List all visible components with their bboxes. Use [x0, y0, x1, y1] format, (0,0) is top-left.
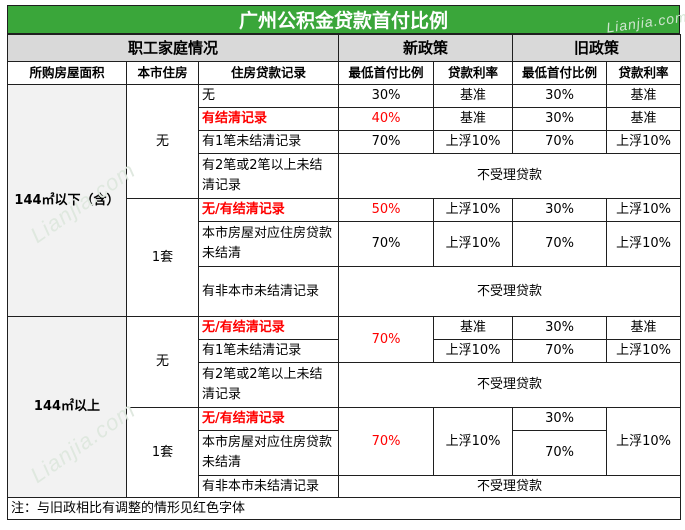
value-cell: 基准 — [606, 84, 682, 108]
record-cell: 有非本市未结清记录 — [197, 266, 340, 317]
value-cell: 70% — [338, 130, 435, 154]
value-cell: 上浮10% — [433, 407, 514, 476]
local-housing-cell: 1套 — [126, 407, 199, 498]
record-cell: 本市房屋对应住房贷款未结清 — [197, 430, 340, 476]
value-cell: 30% — [512, 84, 608, 108]
footnote: 注：与旧政相比有调整的情形见红色字体 — [6, 497, 682, 520]
header-rate-old: 贷款利率 — [606, 61, 682, 85]
value-cell: 70% — [512, 130, 608, 154]
table-row: 有结清记录 40% 基准 30% 基准 — [8, 107, 682, 131]
header-local-housing: 本市住房 — [126, 61, 199, 85]
record-cell: 有2笔或2笔以上未结清记录 — [197, 362, 340, 408]
value-cell: 30% — [512, 407, 608, 431]
result-cell: 不受理贷款 — [338, 266, 682, 317]
value-cell: 上浮10% — [433, 221, 514, 267]
record-cell: 有结清记录 — [197, 107, 340, 131]
local-housing-cell: 无 — [126, 316, 199, 408]
value-cell: 70% — [338, 407, 435, 476]
value-cell: 上浮10% — [606, 198, 682, 222]
value-cell: 上浮10% — [433, 198, 514, 222]
header-min-down-new: 最低首付比例 — [338, 61, 435, 85]
value-cell: 上浮10% — [606, 407, 682, 476]
record-cell: 无/有结清记录 — [197, 198, 340, 222]
header-row-1: 职工家庭情况 新政策 旧政策 — [6, 34, 682, 62]
down-payment-table: 职工家庭情况 新政策 旧政策 所购房屋面积 本市住房 住房贷款记录 最低首付比例… — [6, 34, 682, 520]
value-cell: 上浮10% — [606, 130, 682, 154]
record-cell: 有2笔或2笔以上未结清记录 — [197, 153, 340, 199]
value-cell: 30% — [512, 198, 608, 222]
value-cell: 基准 — [606, 316, 682, 340]
record-cell: 无 — [197, 84, 340, 108]
table-row: 有非本市未结清记录 不受理贷款 — [8, 475, 682, 498]
local-housing-cell: 无 — [126, 84, 199, 199]
value-cell: 40% — [338, 107, 435, 131]
table-row: 有非本市未结清记录 不受理贷款 — [8, 266, 682, 317]
header-row-2: 所购房屋面积 本市住房 住房贷款记录 最低首付比例 贷款利率 最低首付比例 贷款… — [7, 61, 682, 85]
header-area: 所购房屋面积 — [7, 61, 127, 85]
value-cell: 70% — [338, 316, 435, 363]
value-cell: 30% — [512, 107, 608, 131]
page-title: 广州公积金贷款首付比例 — [7, 5, 680, 34]
table-row: 有2笔或2笔以上未结清记录 不受理贷款 — [8, 362, 682, 408]
header-family: 职工家庭情况 — [6, 34, 340, 62]
value-cell: 70% — [512, 339, 608, 363]
table-row: 144㎡以下（含） 无 无 30% 基准 30% 基准 — [7, 84, 682, 317]
value-cell: 基准 — [433, 84, 514, 108]
value-cell: 基准 — [606, 107, 682, 131]
header-min-down-old: 最低首付比例 — [512, 61, 608, 85]
record-cell: 有1笔未结清记录 — [197, 339, 340, 363]
table-row: 有2笔或2笔以上未结清记录 不受理贷款 — [8, 153, 682, 199]
note-row: 注：与旧政相比有调整的情形见红色字体 — [6, 497, 682, 520]
table-row: 有1笔未结清记录 70% 上浮10% 70% 上浮10% — [8, 130, 682, 154]
value-cell: 30% — [338, 84, 435, 108]
value-cell: 50% — [338, 198, 435, 222]
value-cell: 上浮10% — [606, 339, 682, 363]
result-cell: 不受理贷款 — [338, 153, 682, 199]
result-cell: 不受理贷款 — [338, 362, 682, 408]
local-housing-cell: 1套 — [126, 198, 199, 317]
record-cell: 有1笔未结清记录 — [197, 130, 340, 154]
value-cell: 70% — [512, 430, 608, 476]
header-new-policy: 新政策 — [338, 34, 514, 62]
value-cell: 基准 — [433, 107, 514, 131]
record-cell: 无/有结清记录 — [197, 407, 340, 431]
table-row: 144㎡以上 无 无/有结清记录 70% 基准 30% 基准 — [7, 316, 682, 498]
value-cell: 上浮10% — [433, 130, 514, 154]
table-row: 本市房屋对应住房贷款未结清 70% — [8, 430, 681, 476]
value-cell: 基准 — [433, 316, 514, 340]
result-cell: 不受理贷款 — [338, 475, 682, 498]
table-row: 1套 无/有结清记录 70% 上浮10% 30% 上浮10% — [8, 407, 682, 498]
header-rate-new: 贷款利率 — [433, 61, 514, 85]
record-cell: 无/有结清记录 — [197, 316, 340, 340]
value-cell: 上浮10% — [606, 221, 682, 267]
area-cell: 144㎡以上 — [7, 316, 127, 498]
record-cell: 本市房屋对应住房贷款未结清 — [197, 221, 340, 267]
value-cell: 上浮10% — [433, 339, 514, 363]
header-loan-record: 住房贷款记录 — [197, 61, 340, 85]
area-cell: 144㎡以下（含） — [7, 84, 127, 317]
record-cell: 有非本市未结清记录 — [197, 475, 340, 498]
header-old-policy: 旧政策 — [512, 34, 682, 62]
value-cell: 70% — [512, 221, 608, 267]
value-cell: 30% — [512, 316, 608, 340]
value-cell: 70% — [338, 221, 435, 267]
